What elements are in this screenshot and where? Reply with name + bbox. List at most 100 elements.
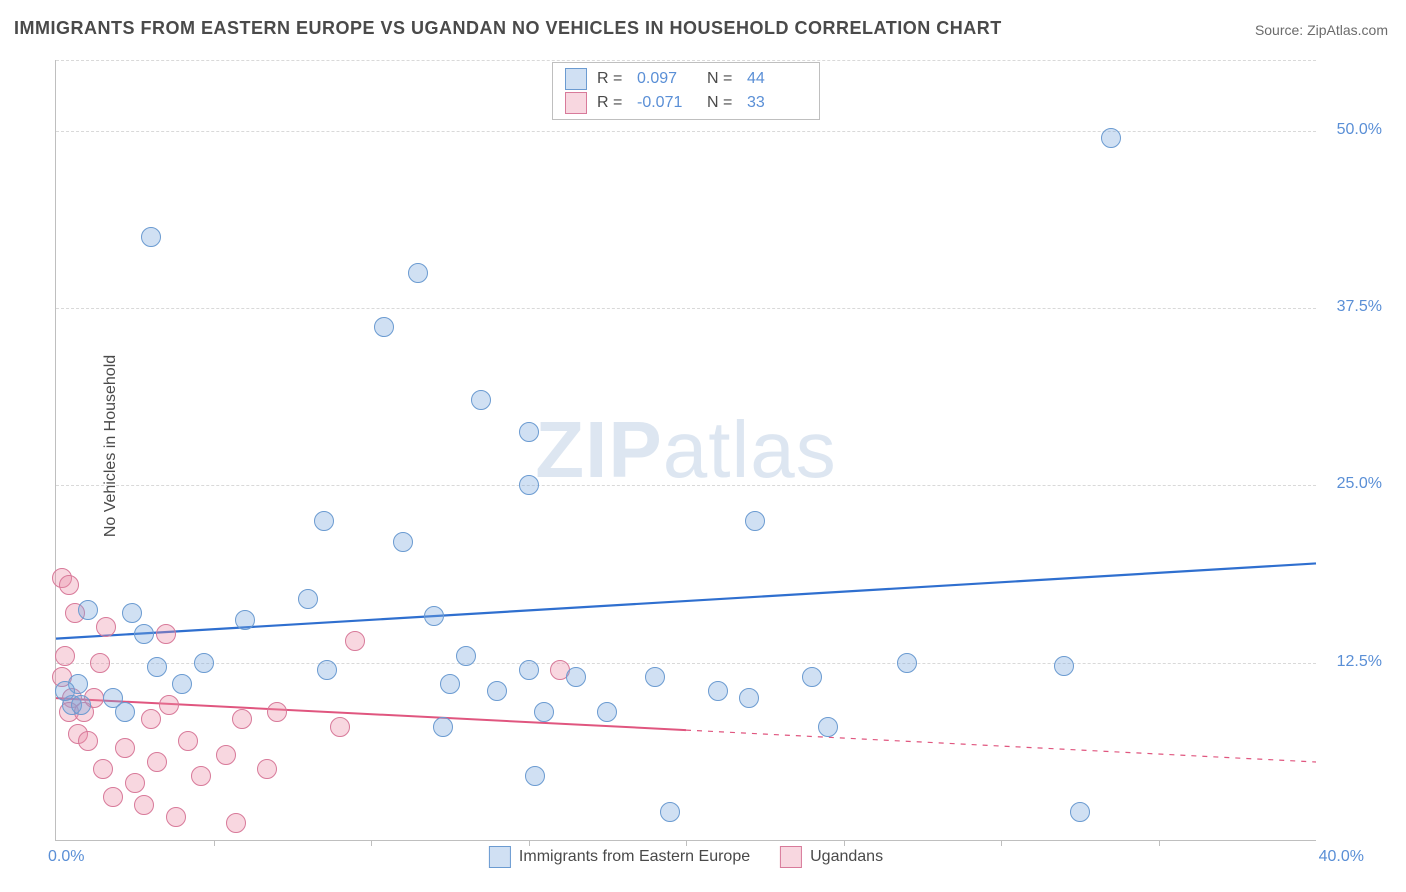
x-min-label: 0.0% bbox=[48, 848, 84, 866]
legend-item: Immigrants from Eastern Europe bbox=[489, 846, 750, 868]
data-point bbox=[525, 766, 545, 786]
chart-container: IMMIGRANTS FROM EASTERN EUROPE VS UGANDA… bbox=[0, 0, 1406, 892]
data-point bbox=[408, 263, 428, 283]
data-point bbox=[55, 646, 75, 666]
y-tick-label: 50.0% bbox=[1337, 121, 1382, 139]
watermark: ZIPatlas bbox=[535, 404, 836, 496]
data-point bbox=[456, 646, 476, 666]
data-point bbox=[566, 667, 586, 687]
r-value: -0.071 bbox=[637, 91, 697, 115]
legend-item: Ugandans bbox=[780, 846, 883, 868]
data-point bbox=[267, 702, 287, 722]
data-point bbox=[115, 702, 135, 722]
data-point bbox=[96, 617, 116, 637]
data-point bbox=[471, 390, 491, 410]
data-point bbox=[393, 532, 413, 552]
data-point bbox=[645, 667, 665, 687]
legend-swatch bbox=[780, 846, 802, 868]
data-point bbox=[90, 653, 110, 673]
trend-line-dashed bbox=[686, 730, 1316, 762]
data-point bbox=[178, 731, 198, 751]
data-point bbox=[660, 802, 680, 822]
watermark-bold: ZIP bbox=[535, 405, 662, 494]
data-point bbox=[147, 752, 167, 772]
gridline bbox=[56, 663, 1316, 664]
n-label: N = bbox=[707, 67, 737, 91]
data-point bbox=[897, 653, 917, 673]
stats-row: R = -0.071 N = 33 bbox=[565, 91, 807, 115]
data-point bbox=[93, 759, 113, 779]
data-point bbox=[78, 600, 98, 620]
legend-swatch bbox=[565, 68, 587, 90]
correlation-legend: R =0.097N =44R = -0.071 N = 33 bbox=[552, 62, 820, 120]
y-tick-label: 25.0% bbox=[1337, 475, 1382, 493]
watermark-light: atlas bbox=[663, 405, 837, 494]
x-tick bbox=[1159, 840, 1160, 846]
data-point bbox=[141, 709, 161, 729]
data-point bbox=[298, 589, 318, 609]
data-point bbox=[235, 610, 255, 630]
data-point bbox=[818, 717, 838, 737]
r-label: R = bbox=[597, 67, 627, 91]
gridline bbox=[56, 308, 1316, 309]
data-point bbox=[330, 717, 350, 737]
n-label: N = bbox=[707, 91, 737, 115]
legend-label: Immigrants from Eastern Europe bbox=[519, 848, 750, 866]
data-point bbox=[802, 667, 822, 687]
x-tick bbox=[1001, 840, 1002, 846]
legend-swatch bbox=[489, 846, 511, 868]
data-point bbox=[78, 731, 98, 751]
x-tick bbox=[214, 840, 215, 846]
data-point bbox=[216, 745, 236, 765]
legend-swatch bbox=[565, 92, 587, 114]
data-point bbox=[433, 717, 453, 737]
gridline bbox=[56, 131, 1316, 132]
data-point bbox=[172, 674, 192, 694]
data-point bbox=[424, 606, 444, 626]
data-point bbox=[440, 674, 460, 694]
data-point bbox=[257, 759, 277, 779]
data-point bbox=[156, 624, 176, 644]
n-value: 33 bbox=[747, 91, 807, 115]
data-point bbox=[534, 702, 554, 722]
data-point bbox=[115, 738, 135, 758]
data-point bbox=[314, 511, 334, 531]
data-point bbox=[166, 807, 186, 827]
data-point bbox=[103, 787, 123, 807]
data-point bbox=[122, 603, 142, 623]
data-point bbox=[739, 688, 759, 708]
data-point bbox=[147, 657, 167, 677]
data-point bbox=[519, 475, 539, 495]
data-point bbox=[1054, 656, 1074, 676]
data-point bbox=[134, 795, 154, 815]
data-point bbox=[226, 813, 246, 833]
series-legend: Immigrants from Eastern Europe Ugandans bbox=[489, 846, 883, 868]
data-point bbox=[487, 681, 507, 701]
data-point bbox=[745, 511, 765, 531]
data-point bbox=[708, 681, 728, 701]
gridline bbox=[56, 60, 1316, 61]
source-attribution: Source: ZipAtlas.com bbox=[1255, 22, 1388, 38]
data-point bbox=[317, 660, 337, 680]
data-point bbox=[159, 695, 179, 715]
data-point bbox=[134, 624, 154, 644]
plot-area: ZIPatlas R =0.097N =44R =-0.071N =33 Imm… bbox=[55, 60, 1316, 841]
data-point bbox=[125, 773, 145, 793]
x-tick bbox=[844, 840, 845, 846]
legend-label: Ugandans bbox=[810, 848, 883, 866]
data-point bbox=[345, 631, 365, 651]
x-tick bbox=[371, 840, 372, 846]
r-label: R = bbox=[597, 91, 627, 115]
x-tick bbox=[529, 840, 530, 846]
data-point bbox=[519, 660, 539, 680]
x-tick bbox=[686, 840, 687, 846]
gridline bbox=[56, 485, 1316, 486]
stats-row: R =0.097N =44 bbox=[565, 67, 807, 91]
data-point bbox=[232, 709, 252, 729]
data-point bbox=[374, 317, 394, 337]
data-point bbox=[597, 702, 617, 722]
data-point bbox=[141, 227, 161, 247]
source-prefix: Source: bbox=[1255, 22, 1307, 38]
data-point bbox=[191, 766, 211, 786]
data-point bbox=[1070, 802, 1090, 822]
